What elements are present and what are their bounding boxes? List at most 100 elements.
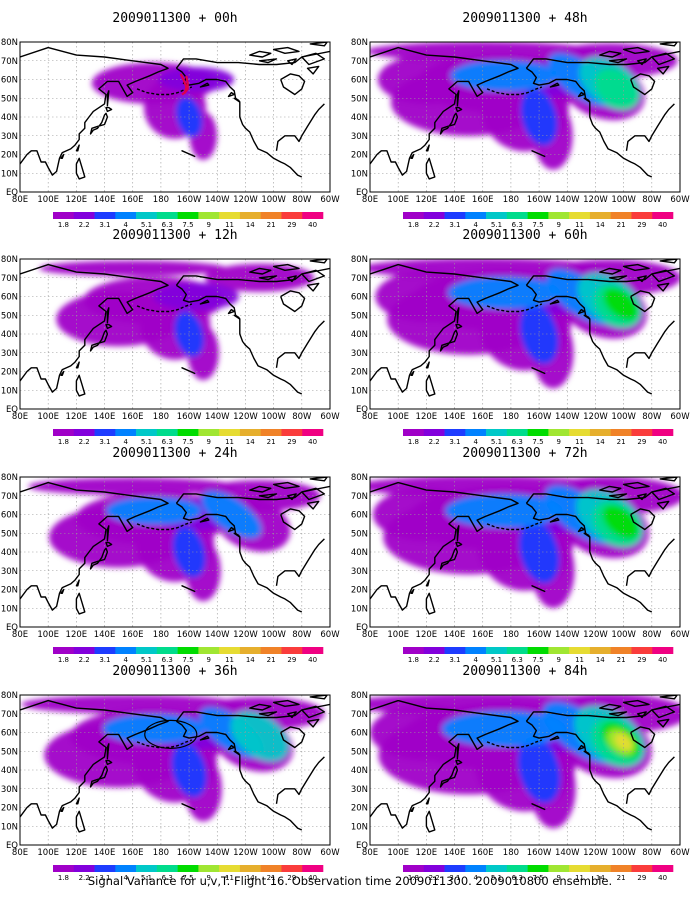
latitude-label: 70N xyxy=(351,57,368,67)
map-area xyxy=(20,695,330,845)
colorbar-swatch xyxy=(465,429,487,436)
latitude-label: 50N xyxy=(1,94,18,104)
colorbar-label: 4 xyxy=(123,221,128,229)
colorbar-swatch xyxy=(239,647,261,654)
colorbar-swatch xyxy=(506,865,528,872)
island-outline xyxy=(306,65,320,75)
colorbar-swatch xyxy=(506,212,528,219)
colorbar-label: 6.3 xyxy=(162,874,173,882)
graticule xyxy=(370,42,680,192)
colorbar-swatch xyxy=(156,429,178,436)
colorbar-swatch xyxy=(444,212,466,219)
colorbar-label: 21 xyxy=(617,438,626,446)
colorbar-swatch xyxy=(610,647,632,654)
coastline xyxy=(20,699,169,829)
latitude-label: EQ xyxy=(356,841,368,851)
island-outline xyxy=(622,699,650,707)
longitude-label: 80W xyxy=(642,412,662,422)
coastline xyxy=(176,720,303,831)
colorbar-swatch xyxy=(569,865,591,872)
colorbar-swatch xyxy=(652,212,674,219)
island-outline xyxy=(599,267,622,275)
longitude-label: 140E xyxy=(444,630,466,640)
map-area xyxy=(370,695,680,845)
island-outline xyxy=(549,517,560,523)
latitude-label: 40N xyxy=(1,548,18,558)
longitude-label: 160E xyxy=(122,630,144,640)
latitude-label: EQ xyxy=(356,188,368,198)
colorbar-swatch xyxy=(548,865,570,872)
longitude-label: 100W xyxy=(611,412,636,422)
longitude-label: 100E xyxy=(37,848,59,858)
colorbar-swatch xyxy=(156,212,178,219)
latitude-label: 30N xyxy=(351,785,368,795)
longitude-label: 180 xyxy=(503,630,519,640)
coastline xyxy=(275,320,325,368)
colorbar-label: 9 xyxy=(207,221,211,229)
colorbar-swatch xyxy=(569,647,591,654)
colorbar-label: 29 xyxy=(637,874,646,882)
map-panel: 2009011300 + 24h 80N 70N 60N 50N 40N 30N 20N 10N… xyxy=(1,446,340,664)
aleutian-islands xyxy=(136,303,193,313)
map-frame xyxy=(369,694,681,846)
island-outline xyxy=(60,153,65,159)
latitude-label: 70N xyxy=(1,57,18,67)
coastline xyxy=(175,485,330,504)
colorbar-swatch xyxy=(444,865,466,872)
colorbar-label: 4 xyxy=(123,656,128,664)
colorbar-label: 40 xyxy=(658,874,667,882)
colorbar-swatch xyxy=(610,429,632,436)
longitude-label: 120W xyxy=(233,195,258,205)
colorbar-swatch xyxy=(465,865,487,872)
colorbar-label: 9 xyxy=(207,874,211,882)
latitude-label: EQ xyxy=(6,841,18,851)
variance-contour xyxy=(445,493,563,528)
map-panel: 2009011300 + 84h 80N 70N 60N 50N 40N 30N 20N 10N… xyxy=(351,664,690,882)
island-outline xyxy=(287,275,297,283)
variance-contour xyxy=(201,490,262,539)
latitude-label: 40N xyxy=(1,766,18,776)
longitude-label: 100W xyxy=(261,630,286,640)
colorbar-label: 2.2 xyxy=(429,656,440,664)
latitude-label: 40N xyxy=(351,330,368,340)
coastline xyxy=(526,67,653,178)
latitude-label: 80N xyxy=(1,38,18,48)
coastlines xyxy=(370,477,680,615)
island-outline xyxy=(608,493,628,499)
island-outline xyxy=(439,112,459,135)
variance-contour xyxy=(102,713,206,744)
colorbar-swatch xyxy=(156,647,178,654)
island-outline xyxy=(439,329,459,352)
island-outline xyxy=(456,90,460,107)
colorbar-label: 1.8 xyxy=(58,438,69,446)
colorbar-label: 5.1 xyxy=(141,656,152,664)
colorbar-label: 5.1 xyxy=(141,874,152,882)
longitude-label: 120W xyxy=(583,630,608,640)
colorbar-label: 4 xyxy=(123,874,128,882)
colorbar-swatch xyxy=(53,647,75,654)
island-outline xyxy=(227,744,235,751)
colorbar-label: 7.5 xyxy=(182,874,193,882)
island-outline xyxy=(637,58,647,66)
coastline xyxy=(630,508,656,531)
colorbar-swatch xyxy=(631,865,653,872)
colorbar-label: 7.5 xyxy=(182,438,193,446)
map-area xyxy=(370,477,680,627)
island-outline xyxy=(272,46,300,54)
island-outline xyxy=(531,367,546,375)
island-outline xyxy=(75,797,80,805)
colorbar-swatch xyxy=(219,429,241,436)
coastlines xyxy=(20,695,330,833)
longitude-label: 140E xyxy=(94,195,116,205)
colorbar-swatch xyxy=(156,865,178,872)
island-outline xyxy=(181,367,196,375)
island-outline xyxy=(181,585,196,593)
colorbar-swatch xyxy=(403,212,425,219)
map-panel: 2009011300 + 12h 80N 70N 60N 50N 40N 30N 20N 10N… xyxy=(1,228,340,446)
latitude-label: 70N xyxy=(1,492,18,502)
longitude-label: 100W xyxy=(261,195,286,205)
island-outline xyxy=(549,299,560,305)
longitude-label: 120E xyxy=(66,412,88,422)
panel-title: 2009011300 + 00h xyxy=(112,11,237,26)
longitude-label: 120E xyxy=(416,848,438,858)
